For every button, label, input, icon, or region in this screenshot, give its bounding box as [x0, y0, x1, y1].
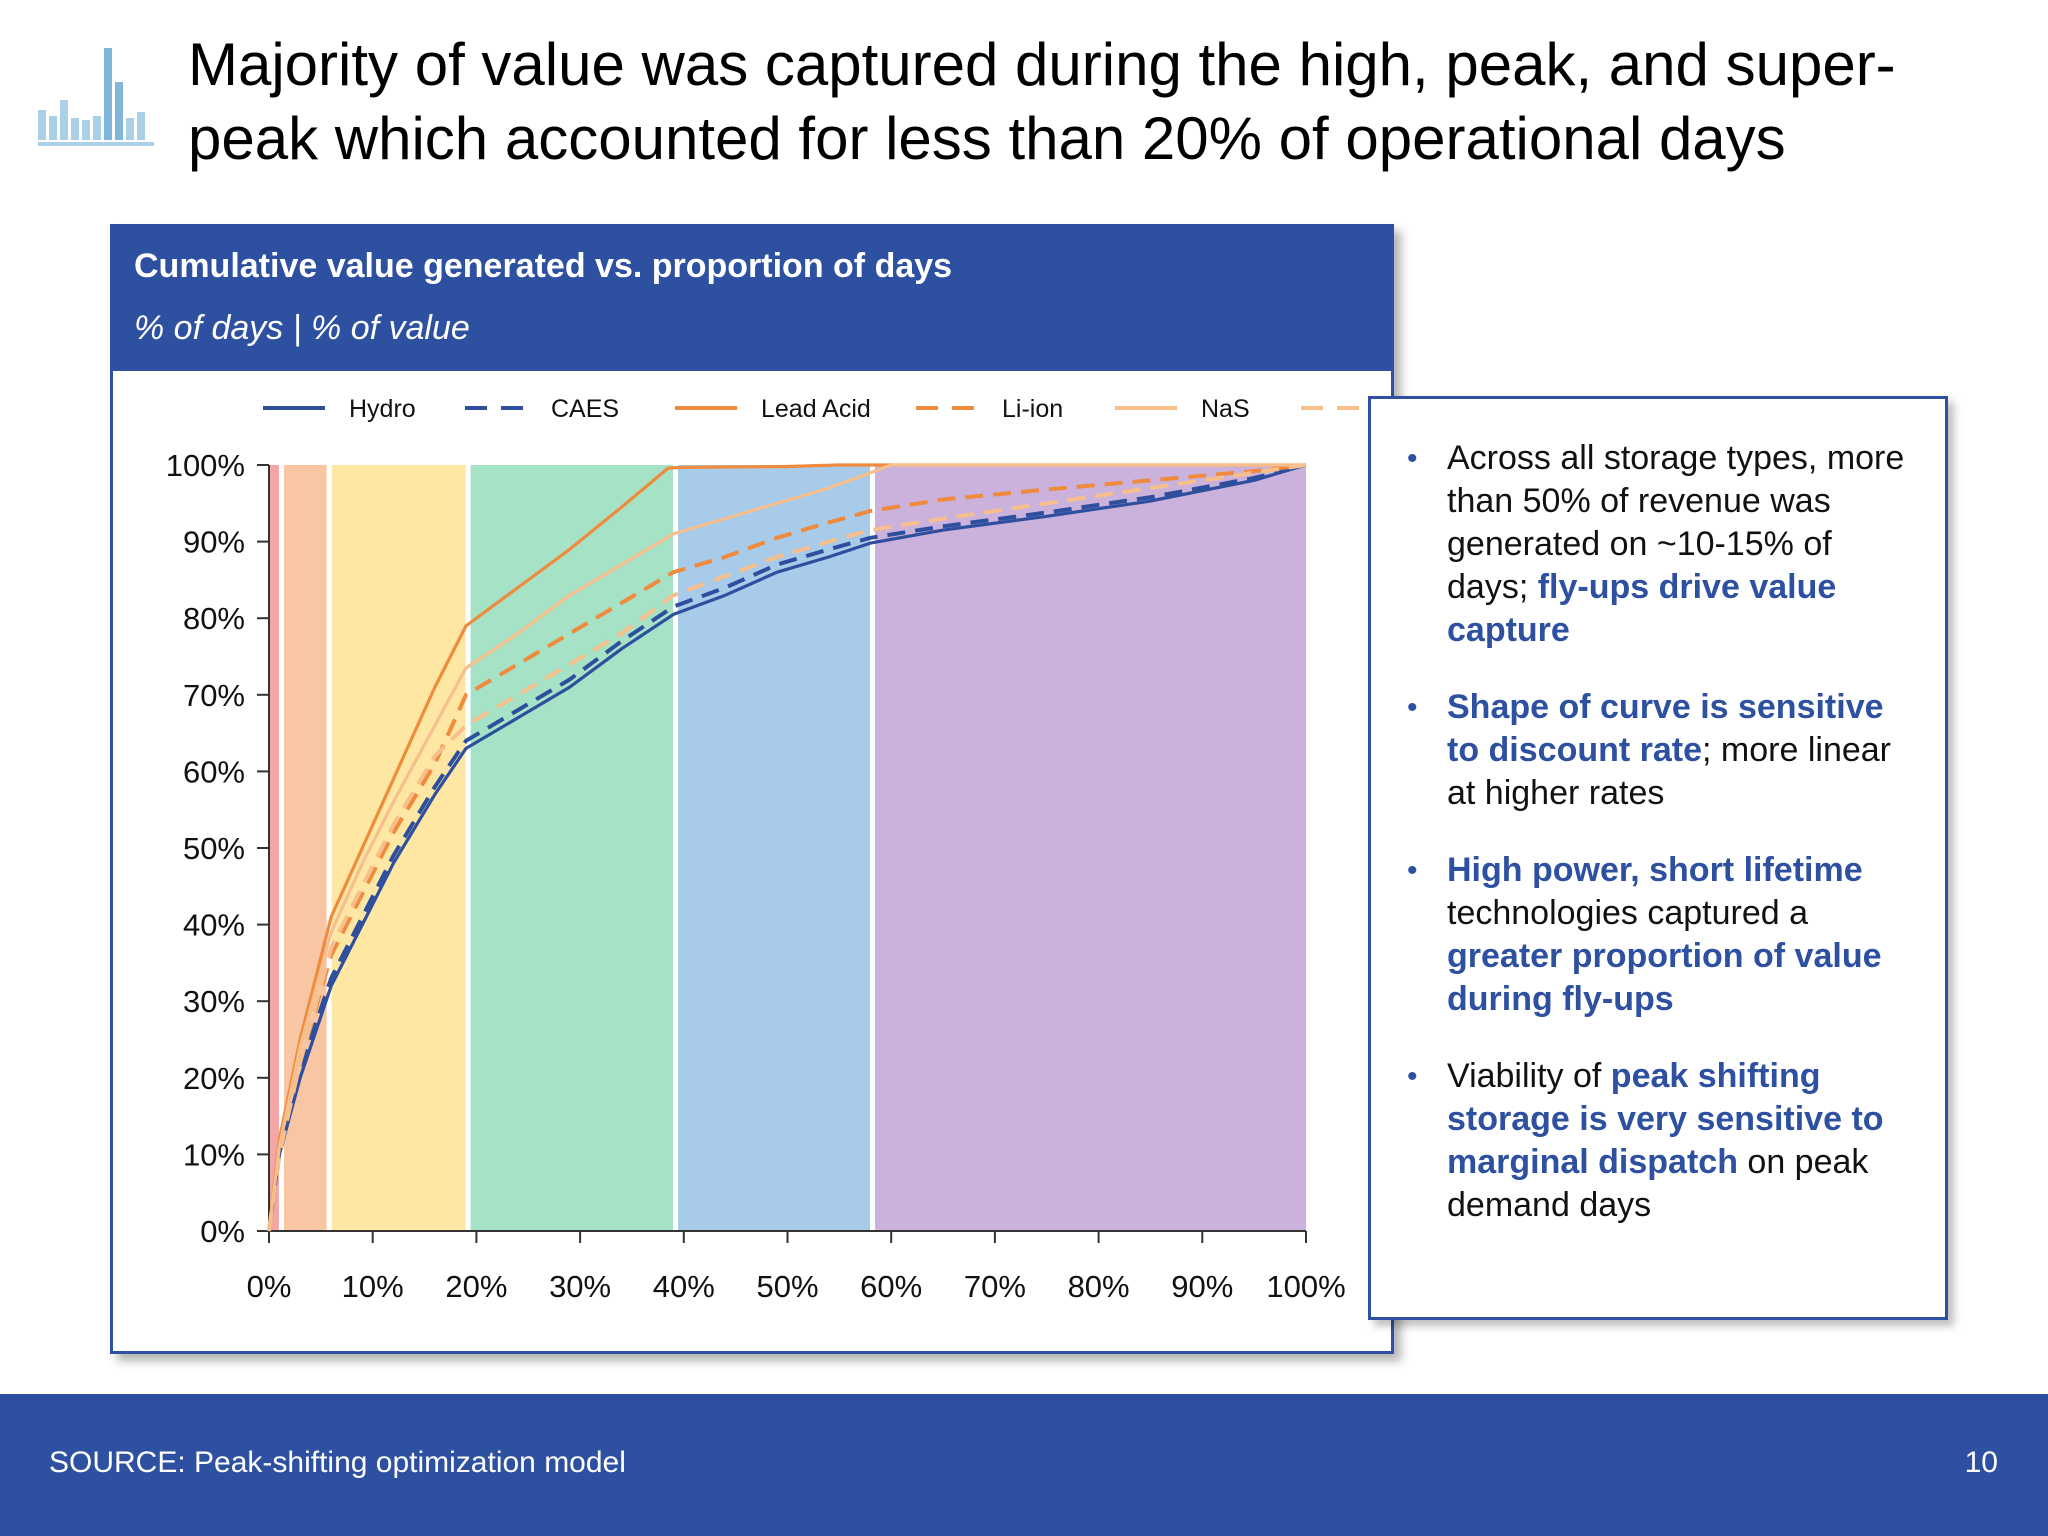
- y-tick-label: 60%: [183, 754, 245, 789]
- y-tick-label: 40%: [183, 908, 245, 943]
- x-tick-label: 70%: [964, 1269, 1026, 1304]
- commentary-bullet: • Shape of curve is sensitive to discount…: [1407, 686, 1905, 815]
- series-line-lead-acid: [267, 463, 1306, 1232]
- series-line-li-ion: [267, 463, 1307, 1232]
- y-tick-label: 10%: [183, 1137, 245, 1172]
- commentary-bullet: • Across all storage types, more than 50%…: [1407, 437, 1905, 652]
- bullet-emphasis-text: Shape of curve is sensitive to discount …: [1447, 688, 1884, 769]
- chart-panel-header: Cumulative value generated vs. proportio…: [113, 227, 1391, 371]
- legend-label: NaS: [1201, 395, 1250, 423]
- series-line-vrfb: [267, 463, 1307, 1232]
- series-line-caes: [267, 463, 1307, 1232]
- series-line-nas: [267, 463, 1306, 1232]
- page-number: 10: [1964, 1446, 1998, 1479]
- x-tick-label: 50%: [756, 1269, 818, 1304]
- chart-subtitle: % of days | % of value: [134, 309, 470, 347]
- source-note: SOURCE: Peak-shifting optimization model: [49, 1446, 626, 1479]
- y-tick-label: 80%: [183, 601, 245, 636]
- y-tick-label: 90%: [183, 525, 245, 560]
- x-tick-label: 100%: [1266, 1269, 1345, 1304]
- x-tick-label: 90%: [1171, 1269, 1233, 1304]
- bullet-emphasis-text: High power, short lifetime: [1447, 851, 1863, 889]
- slide-title: Majority of value was captured during th…: [188, 31, 1896, 172]
- legend-label: Li-ion: [1002, 395, 1063, 423]
- bullet-emphasis-text: peak shifting storage is very sensitive …: [1447, 1057, 1884, 1181]
- bullet-text: technologies captured a: [1447, 894, 1809, 932]
- series-line-hydro: [267, 463, 1307, 1232]
- y-tick-label: 50%: [183, 831, 245, 866]
- x-tick-label: 40%: [653, 1269, 715, 1304]
- bullet-icon: •: [1407, 442, 1418, 475]
- bullet-text: ; more linear at higher rates: [1447, 731, 1891, 812]
- legend-label: Lead Acid: [761, 395, 871, 423]
- period-band: [468, 465, 676, 1231]
- y-tick-label: 20%: [183, 1061, 245, 1096]
- bullet-emphasis-text: fly-ups drive value capture: [1447, 568, 1837, 649]
- bullet-icon: •: [1407, 854, 1418, 887]
- x-tick-label: 10%: [342, 1269, 404, 1304]
- x-tick-label: 60%: [860, 1269, 922, 1304]
- bullet-emphasis-text: greater proportion of value during fly-u…: [1447, 937, 1882, 1018]
- legend-label: CAES: [551, 395, 619, 423]
- bullet-text: Viability of: [1447, 1057, 1611, 1095]
- y-tick-label: 30%: [183, 984, 245, 1019]
- bullet-text: Across all storage types, more than 50% …: [1447, 439, 1905, 606]
- commentary-bullet: • High power, short lifetime technologies…: [1407, 849, 1905, 1021]
- chart-panel: Cumulative value generated vs. proportio…: [110, 224, 1394, 1354]
- period-band: [872, 465, 1306, 1231]
- chart-title: Cumulative value generated vs. proportio…: [134, 247, 953, 285]
- footer-bar: SOURCE: Peak-shifting optimization model…: [0, 1394, 2048, 1536]
- y-tick-label: 70%: [183, 678, 245, 713]
- commentary-box: • Across all storage types, more than 50%…: [1368, 396, 1948, 1320]
- commentary-bullets: • Across all storage types, more than 50%…: [1371, 399, 1945, 1227]
- cumulative-value-chart: 0% 10% 20% 30% 40% 50% 60% 70% 80% 90% 100% 0% 10% 20…: [166, 395, 1391, 1304]
- bullet-icon: •: [1407, 1060, 1418, 1093]
- x-tick-label: 0%: [247, 1269, 292, 1304]
- y-tick-label: 100%: [166, 448, 245, 483]
- x-tick-label: 20%: [445, 1269, 507, 1304]
- period-band: [269, 465, 282, 1231]
- bullet-icon: •: [1407, 691, 1418, 724]
- period-band: [675, 465, 873, 1231]
- logo-bar-chart-icon: [38, 48, 154, 146]
- commentary-bullet: • Viability of peak shifting storage is v…: [1407, 1055, 1905, 1227]
- y-tick-label: 0%: [200, 1214, 245, 1249]
- bullet-text: on peak demand days: [1447, 1143, 1869, 1224]
- x-tick-label: 30%: [549, 1269, 611, 1304]
- legend-label: Hydro: [349, 395, 416, 423]
- x-tick-label: 80%: [1068, 1269, 1130, 1304]
